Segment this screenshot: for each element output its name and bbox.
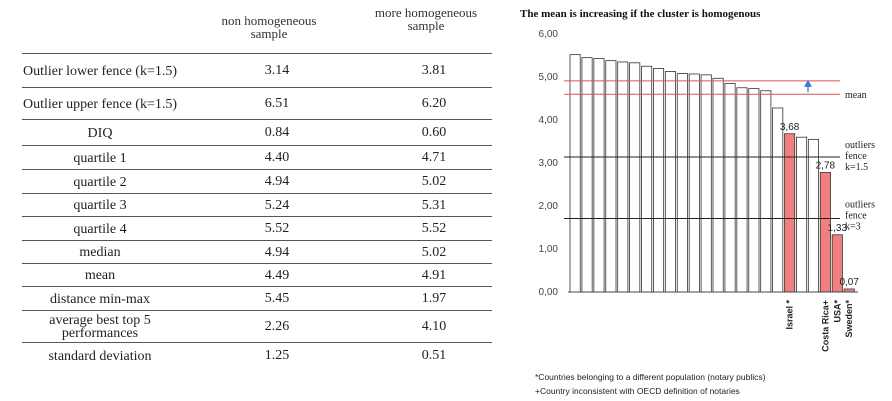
row-label: standard deviation	[48, 348, 152, 364]
non-homogeneous-value: 4.94	[264, 244, 290, 260]
table-row: quartile 4 5.52 5.52	[22, 216, 492, 241]
non-homogeneous-value: 4.49	[264, 267, 290, 283]
non-homogeneous-value: 4.94	[264, 174, 290, 189]
table-row: distance min-max 5.45 1.97	[22, 286, 492, 311]
category-label: Costa Rica+	[820, 300, 830, 352]
non-homogeneous-value: 5.52	[264, 221, 290, 236]
bar	[796, 136, 808, 293]
y-tick-label: 5,00	[539, 72, 559, 83]
reference-line-label: fence	[845, 210, 867, 221]
bar	[581, 57, 593, 293]
non-homogeneous-value: 3.14	[264, 63, 290, 78]
reference-line-label: fence	[845, 151, 867, 162]
bar	[653, 68, 665, 293]
table-row: DIQ 0.84 0.60	[22, 119, 492, 146]
y-tick-label: 6,00	[539, 29, 559, 40]
row-label: Outlier lower fence (k=1.5)	[22, 63, 178, 79]
data-label: 2,78	[816, 160, 836, 171]
bar	[700, 74, 712, 293]
row-label: quartile 3	[73, 198, 127, 213]
arrow-head	[804, 79, 812, 87]
bar	[676, 73, 688, 293]
table-row: average best top 5 performances 2.26 4.10	[22, 310, 492, 343]
category-label: Israel *	[785, 300, 795, 330]
row-label: quartile 4	[73, 221, 127, 237]
category-label: Sweden*	[844, 300, 854, 338]
row-label: average best top 5 performances	[49, 313, 151, 341]
reference-line-label: k=3	[845, 221, 861, 232]
header-more-homogeneous: more homogeneous sample	[374, 5, 478, 33]
more-homogeneous-value: 0.60	[421, 125, 447, 140]
reference-line-label: outliers	[845, 140, 875, 151]
more-homogeneous-value: 3.81	[421, 63, 447, 78]
table-row: Outlier lower fence (k=1.5) 3.14 3.81	[22, 53, 492, 88]
bar	[688, 73, 700, 293]
bar	[605, 60, 617, 293]
non-homogeneous-value: 1.25	[264, 348, 290, 363]
bar	[629, 62, 641, 293]
row-label: median	[79, 245, 121, 260]
y-tick-label: 2,00	[539, 201, 559, 212]
row-label: quartile 2	[73, 174, 127, 190]
footnote-population: *Countries belonging to a different popu…	[535, 372, 766, 382]
data-label: 1,33	[828, 223, 848, 234]
bar	[784, 133, 796, 293]
more-homogeneous-value: 5.31	[421, 197, 447, 213]
data-label: 3,68	[780, 122, 800, 133]
chart-title: The mean is increasing if the cluster is…	[520, 8, 761, 20]
bar	[772, 107, 784, 293]
more-homogeneous-value: 6.20	[421, 96, 447, 111]
more-homogeneous-value: 5.02	[421, 244, 447, 260]
bar	[617, 61, 629, 293]
more-homogeneous-value: 4.71	[421, 150, 447, 165]
footnote-oecd: +Country inconsistent with OECD definiti…	[535, 386, 740, 396]
more-homogeneous-value: 1.97	[421, 291, 447, 306]
row-label: quartile 1	[73, 150, 127, 166]
bar	[724, 83, 736, 293]
bar-chart: 0,00 1,00 2,00 3,00 4,00 5,00 6,00 mean outliers…	[539, 29, 876, 352]
y-tick-label: 0,00	[539, 287, 559, 298]
reference-line-label: outliers	[845, 199, 875, 210]
y-tick-label: 1,00	[539, 244, 559, 255]
table-row: Outlier upper fence (k=1.5) 6.51 6.20	[22, 87, 492, 120]
statistics-table: non homogeneous sample more homogeneous …	[22, 0, 492, 372]
more-homogeneous-value: 0.51	[421, 348, 447, 363]
bar	[664, 71, 676, 293]
bar	[712, 77, 724, 293]
table-row: quartile 2 4.94 5.02	[22, 169, 492, 194]
data-label: 0,07	[839, 277, 859, 288]
bar	[593, 58, 605, 293]
more-homogeneous-value: 5.52	[421, 221, 447, 236]
more-homogeneous-value: 5.02	[421, 174, 447, 189]
y-tick-label: 4,00	[539, 115, 559, 126]
non-homogeneous-value: 6.51	[264, 96, 290, 111]
bar	[760, 90, 772, 293]
bar	[641, 65, 653, 293]
reference-line-label: k=1.5	[845, 162, 868, 173]
header-non-homogeneous: non homogeneous sample	[221, 13, 317, 41]
more-homogeneous-value: 4.10	[421, 319, 447, 334]
non-homogeneous-value: 5.45	[264, 291, 290, 306]
bar	[569, 54, 581, 293]
more-homogeneous-value: 4.91	[421, 267, 447, 283]
table-row: standard deviation 1.25 0.51	[22, 342, 492, 369]
table-row: median 4.94 5.02	[22, 240, 492, 264]
non-homogeneous-value: 5.24	[264, 197, 290, 213]
bar	[748, 88, 760, 293]
table-row: mean 4.49 4.91	[22, 263, 492, 287]
row-label: distance min-max	[50, 291, 150, 307]
y-tick-label: 3,00	[539, 158, 559, 169]
non-homogeneous-value: 0.84	[264, 125, 290, 140]
table-row: quartile 1 4.40 4.71	[22, 145, 492, 170]
non-homogeneous-value: 2.26	[264, 319, 290, 334]
non-homogeneous-value: 4.40	[264, 150, 290, 165]
category-label: USA*	[832, 300, 842, 323]
row-label: mean	[84, 268, 116, 283]
row-label: Outlier upper fence (k=1.5)	[22, 96, 178, 112]
table-row: quartile 3 5.24 5.31	[22, 193, 492, 217]
reference-line-label: mean	[845, 90, 867, 101]
row-label: DIQ	[87, 125, 113, 141]
bar	[736, 87, 748, 293]
